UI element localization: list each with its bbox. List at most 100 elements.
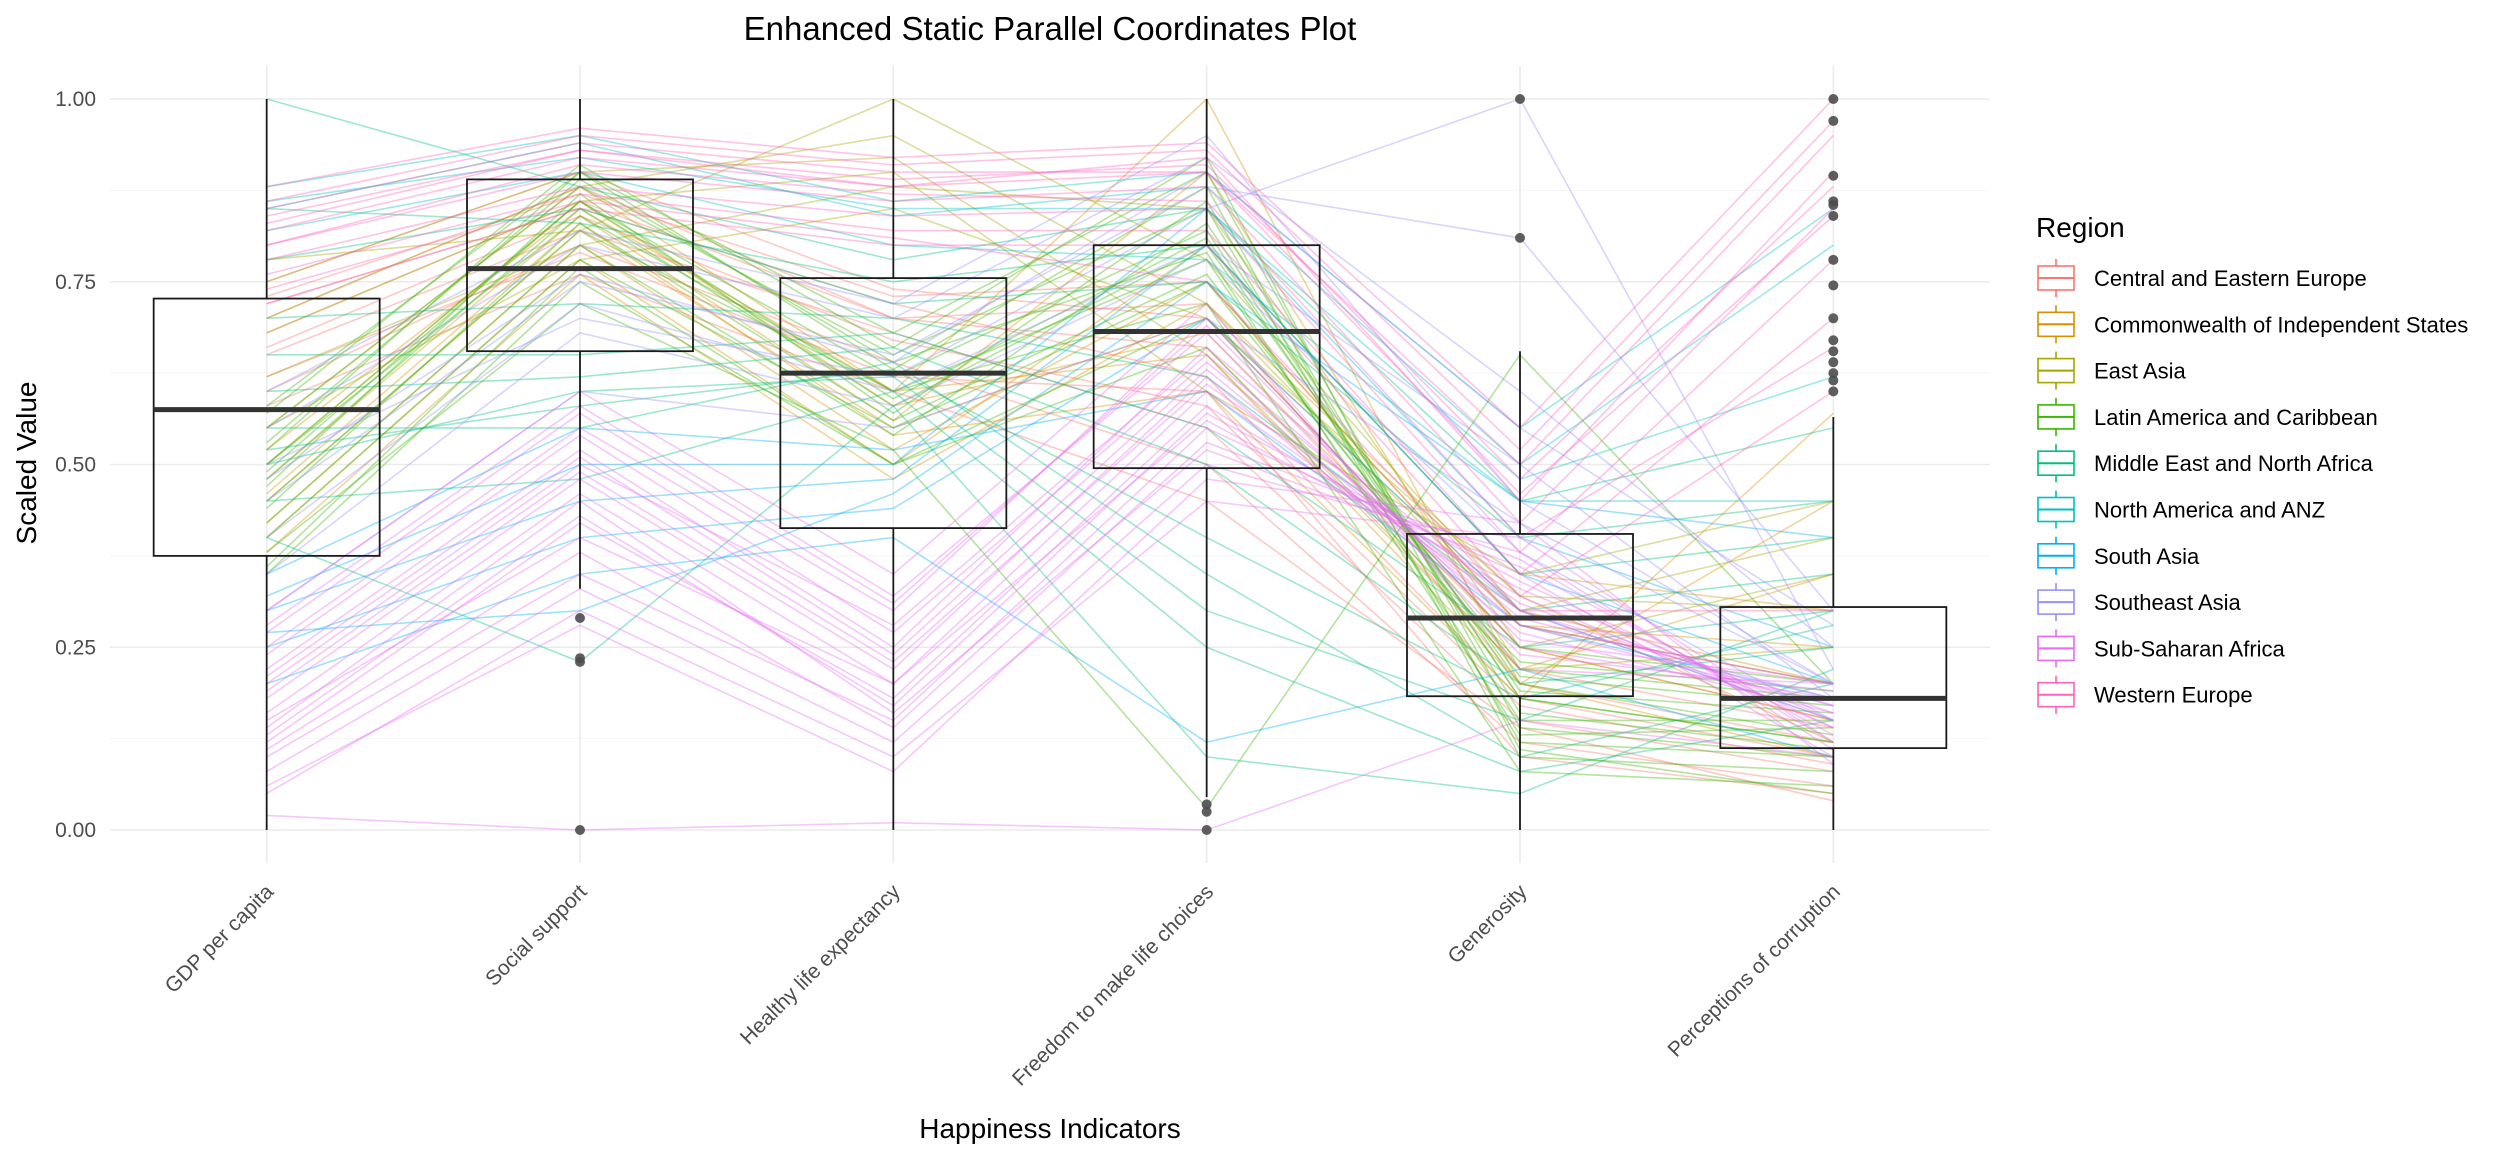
boxplot-outlier xyxy=(1828,368,1839,379)
series-line xyxy=(266,719,1834,831)
series-line xyxy=(266,170,1834,671)
legend-label: Commonwealth of Independent States xyxy=(2094,312,2468,337)
legend-items: Central and Eastern Europe Commonwealth o… xyxy=(2037,259,2468,714)
series-line xyxy=(266,171,1834,575)
series-line xyxy=(266,193,1834,685)
series-line xyxy=(266,244,1834,700)
series-line xyxy=(266,317,1834,700)
series-line xyxy=(266,149,1834,481)
legend: Region Central and Eastern Europe Commonw… xyxy=(2036,212,2468,714)
series-line xyxy=(266,375,1834,722)
series-line xyxy=(266,390,1834,773)
series-line xyxy=(266,390,1834,722)
series-line xyxy=(266,266,1834,692)
series-line xyxy=(266,317,1834,685)
series-lines xyxy=(266,97,1835,831)
series-line xyxy=(266,383,1834,714)
legend-label: Latin America and Caribbean xyxy=(2094,405,2378,430)
series-line xyxy=(266,134,1834,429)
series-line xyxy=(266,98,1834,430)
boxplot-outlier xyxy=(575,653,585,664)
chart-title: Enhanced Static Parallel Coordinates Plo… xyxy=(744,10,1357,47)
series-line xyxy=(266,426,1834,758)
boxplot-outlier xyxy=(1515,232,1525,243)
series-line xyxy=(266,156,1834,648)
series-line xyxy=(266,251,1834,795)
series-line xyxy=(266,98,1834,612)
boxplot-outlier xyxy=(1828,196,1839,207)
legend-title: Region xyxy=(2036,212,2125,243)
series-line xyxy=(266,156,1834,671)
series-line xyxy=(266,375,1834,714)
legend-item: South Asia xyxy=(2037,536,2200,575)
series-line xyxy=(266,302,1834,612)
series-line xyxy=(266,207,1834,649)
series-line xyxy=(266,178,1834,736)
boxplot-outlier xyxy=(1828,313,1839,324)
legend-label: Central and Eastern Europe xyxy=(2094,266,2367,291)
legend-item: Southeast Asia xyxy=(2037,583,2242,622)
series-line xyxy=(266,280,1834,685)
y-tick-label: 0.75 xyxy=(55,271,96,294)
legend-item: Sub-Saharan Africa xyxy=(2037,629,2286,668)
series-line xyxy=(266,229,1834,773)
boxplot-outlier xyxy=(1828,346,1839,357)
series-line xyxy=(266,353,1834,685)
series-line xyxy=(266,258,1834,700)
y-tick-label: 0.50 xyxy=(55,454,96,477)
series-line xyxy=(266,207,1834,539)
boxplot-outlier xyxy=(1828,170,1839,181)
boxplot-outlier xyxy=(1201,825,1212,835)
series-line xyxy=(266,200,1834,612)
x-axis-title: Happiness Indicators xyxy=(919,1113,1180,1144)
series-line xyxy=(266,200,1834,729)
legend-item: East Asia xyxy=(2037,351,2186,390)
series-line xyxy=(266,229,1834,722)
series-line xyxy=(266,478,1834,787)
series-line xyxy=(266,171,1834,722)
y-tick-label: 0.00 xyxy=(55,819,96,842)
series-line xyxy=(266,149,1834,495)
series-line xyxy=(266,419,1834,722)
series-line xyxy=(266,273,1834,802)
boxplot-outlier xyxy=(1201,799,1212,810)
series-line xyxy=(266,207,1834,758)
series-line xyxy=(266,368,1834,707)
legend-item: Middle East and North Africa xyxy=(2037,444,2374,483)
series-line xyxy=(266,346,1834,707)
series-line xyxy=(266,185,1834,744)
series-line xyxy=(266,185,1834,554)
series-line xyxy=(266,317,1834,722)
boxplot-outlier xyxy=(1828,357,1839,368)
boxplot-outlier xyxy=(1828,386,1839,397)
series-line xyxy=(266,192,1834,751)
series-line xyxy=(266,332,1834,649)
legend-item: Commonwealth of Independent States xyxy=(2037,305,2468,344)
series-line xyxy=(266,229,1834,685)
series-line xyxy=(266,163,1834,539)
series-line xyxy=(266,200,1834,744)
y-tick-label: 0.25 xyxy=(55,636,96,659)
series-line xyxy=(266,361,1834,700)
series-line xyxy=(266,185,1834,612)
series-line xyxy=(266,500,1834,795)
series-line xyxy=(266,448,1834,736)
series-line xyxy=(266,156,1834,503)
boxplot-outlier xyxy=(1828,94,1839,104)
series-line xyxy=(266,200,1834,722)
series-line xyxy=(266,98,1835,670)
series-line xyxy=(266,222,1834,714)
series-line xyxy=(266,361,1834,758)
boxplot-outlier xyxy=(1828,280,1839,291)
series-line xyxy=(266,200,1834,744)
series-line xyxy=(266,171,1834,626)
legend-item: Latin America and Caribbean xyxy=(2037,397,2378,436)
series-line xyxy=(266,207,1834,598)
series-line xyxy=(266,324,1834,685)
boxplot-outlier xyxy=(575,825,585,835)
y-axis-ticks: 0.00 0.25 0.50 0.75 1.00 xyxy=(55,88,96,842)
series-line xyxy=(266,280,1834,634)
series-line xyxy=(266,171,1834,758)
legend-label: East Asia xyxy=(2094,359,2186,384)
series-line xyxy=(266,156,1834,795)
